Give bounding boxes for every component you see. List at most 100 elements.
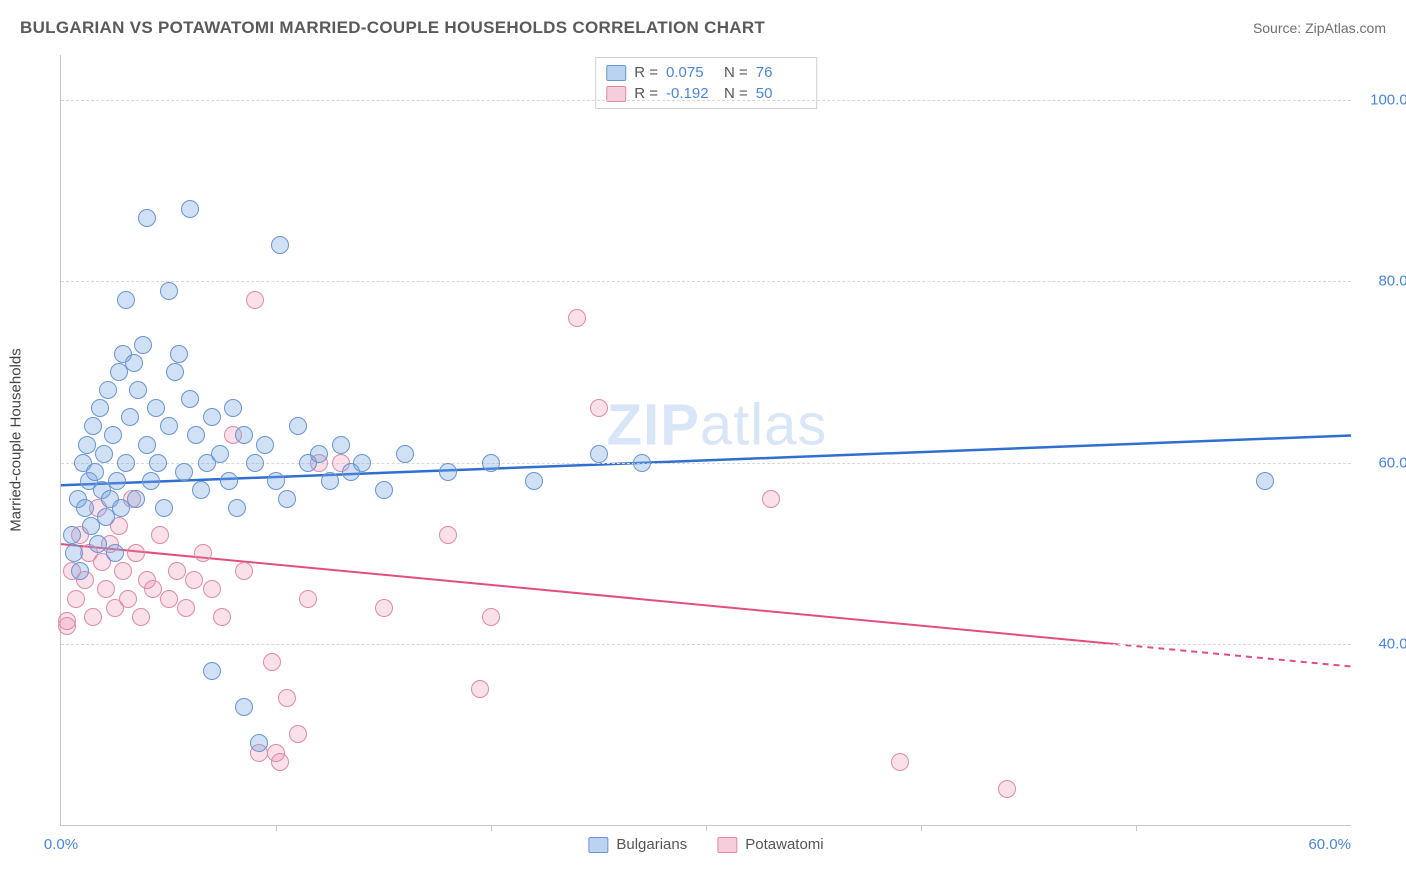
data-point bbox=[310, 445, 328, 463]
data-point bbox=[271, 236, 289, 254]
legend: Bulgarians Potawatomi bbox=[588, 836, 823, 853]
x-tick-label: 0.0% bbox=[44, 836, 78, 853]
data-point bbox=[278, 689, 296, 707]
data-point bbox=[568, 309, 586, 327]
gridline-h bbox=[61, 281, 1351, 282]
x-tick-label: 60.0% bbox=[1308, 836, 1351, 853]
stat-r-label: R = bbox=[634, 64, 658, 81]
x-minor-tick bbox=[921, 825, 922, 831]
data-point bbox=[332, 436, 350, 454]
legend-label: Bulgarians bbox=[616, 836, 687, 853]
stat-n-label: N = bbox=[724, 64, 748, 81]
data-point bbox=[121, 408, 139, 426]
data-point bbox=[220, 472, 238, 490]
data-point bbox=[525, 472, 543, 490]
data-point bbox=[142, 472, 160, 490]
data-point bbox=[119, 590, 137, 608]
data-point bbox=[181, 390, 199, 408]
data-point bbox=[439, 463, 457, 481]
data-point bbox=[590, 399, 608, 417]
data-point bbox=[168, 562, 186, 580]
data-point bbox=[213, 608, 231, 626]
data-point bbox=[86, 463, 104, 481]
legend-item: Bulgarians bbox=[588, 836, 687, 853]
data-point bbox=[246, 291, 264, 309]
swatch-pink bbox=[606, 86, 626, 102]
data-point bbox=[147, 399, 165, 417]
data-point bbox=[194, 544, 212, 562]
data-point bbox=[160, 590, 178, 608]
data-point bbox=[1256, 472, 1274, 490]
data-point bbox=[175, 463, 193, 481]
x-minor-tick bbox=[276, 825, 277, 831]
stat-r-value: 0.075 bbox=[666, 64, 716, 81]
data-point bbox=[127, 544, 145, 562]
data-point bbox=[278, 490, 296, 508]
data-point bbox=[762, 490, 780, 508]
data-point bbox=[375, 599, 393, 617]
data-point bbox=[132, 608, 150, 626]
data-point bbox=[289, 417, 307, 435]
data-point bbox=[58, 612, 76, 630]
data-point bbox=[203, 662, 221, 680]
data-point bbox=[250, 734, 268, 752]
y-tick-label: 100.0% bbox=[1356, 92, 1406, 109]
data-point bbox=[267, 472, 285, 490]
data-point bbox=[160, 282, 178, 300]
data-point bbox=[89, 535, 107, 553]
data-point bbox=[235, 698, 253, 716]
x-minor-tick bbox=[706, 825, 707, 831]
trend-lines bbox=[61, 55, 1351, 825]
data-point bbox=[185, 571, 203, 589]
data-point bbox=[99, 381, 117, 399]
data-point bbox=[203, 408, 221, 426]
stats-row: R = 0.075 N = 76 bbox=[606, 62, 806, 83]
data-point bbox=[228, 499, 246, 517]
data-point bbox=[63, 526, 81, 544]
data-point bbox=[590, 445, 608, 463]
data-point bbox=[106, 544, 124, 562]
data-point bbox=[998, 780, 1016, 798]
data-point bbox=[375, 481, 393, 499]
data-point bbox=[181, 200, 199, 218]
data-point bbox=[129, 381, 147, 399]
y-axis-label: Married-couple Households bbox=[8, 348, 25, 531]
data-point bbox=[299, 590, 317, 608]
data-point bbox=[482, 608, 500, 626]
legend-label: Potawatomi bbox=[745, 836, 823, 853]
data-point bbox=[211, 445, 229, 463]
data-point bbox=[192, 481, 210, 499]
source-label: Source: ZipAtlas.com bbox=[1253, 20, 1386, 36]
data-point bbox=[151, 526, 169, 544]
x-minor-tick bbox=[491, 825, 492, 831]
data-point bbox=[187, 426, 205, 444]
x-minor-tick bbox=[1136, 825, 1137, 831]
data-point bbox=[271, 753, 289, 771]
data-point bbox=[353, 454, 371, 472]
data-point bbox=[65, 544, 83, 562]
data-point bbox=[256, 436, 274, 454]
data-point bbox=[439, 526, 457, 544]
legend-item: Potawatomi bbox=[717, 836, 823, 853]
data-point bbox=[166, 363, 184, 381]
data-point bbox=[71, 562, 89, 580]
data-point bbox=[396, 445, 414, 463]
data-point bbox=[95, 445, 113, 463]
legend-swatch bbox=[717, 837, 737, 853]
data-point bbox=[84, 417, 102, 435]
chart-title: BULGARIAN VS POTAWATOMI MARRIED-COUPLE H… bbox=[20, 18, 765, 38]
stat-n-value: 76 bbox=[756, 64, 806, 81]
y-tick-label: 60.0% bbox=[1356, 454, 1406, 471]
data-point bbox=[177, 599, 195, 617]
data-point bbox=[160, 417, 178, 435]
data-point bbox=[482, 454, 500, 472]
data-point bbox=[138, 436, 156, 454]
data-point bbox=[78, 436, 96, 454]
data-point bbox=[246, 454, 264, 472]
gridline-h bbox=[61, 644, 1351, 645]
plot-region: ZIPatlas R =0.075N =76R =-0.192N =50 Bul… bbox=[60, 55, 1351, 826]
data-point bbox=[891, 753, 909, 771]
data-point bbox=[224, 399, 242, 417]
data-point bbox=[76, 499, 94, 517]
data-point bbox=[170, 345, 188, 363]
